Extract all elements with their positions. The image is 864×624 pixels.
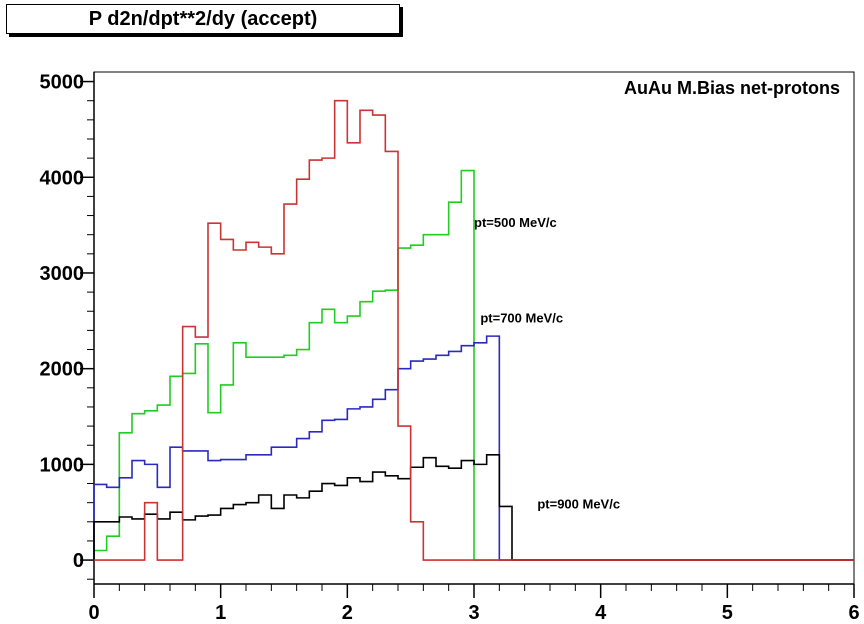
axis-ticks <box>80 80 855 598</box>
x-tick-label: 2 <box>342 602 353 624</box>
y-tick-label: 5000 <box>40 72 85 94</box>
x-tick-label: 3 <box>468 602 479 624</box>
y-tick-label: 0 <box>73 550 84 572</box>
series-label-2: pt=900 MeV/c <box>537 496 620 511</box>
histogram-title: P d2n/dpt**2/dy (accept) <box>88 8 318 30</box>
plot-label: AuAu M.Bias net-protons <box>624 78 840 98</box>
x-tick-label: 5 <box>722 602 733 624</box>
series-label-1: pt=700 MeV/c <box>480 311 563 326</box>
series-group <box>93 99 854 561</box>
x-tick-label: 0 <box>88 602 99 624</box>
series-label-0: pt=500 MeV/c <box>474 215 557 230</box>
x-tick-label: 6 <box>848 602 859 624</box>
y-tick-label: 3000 <box>40 263 85 285</box>
y-tick-label: 1000 <box>40 454 85 476</box>
y-tick-label: 2000 <box>40 359 85 381</box>
tick-labels: 0 1 2 3 4 5 6 0 1000 2000 3000 4000 5000 pt=500 MeV/c… <box>40 72 860 624</box>
histogram-title-box: P d2n/dpt**2/dy (accept) <box>6 4 400 34</box>
x-tick-label: 4 <box>595 602 607 624</box>
x-tick-label: 1 <box>215 602 226 624</box>
histogram-series-3 <box>94 99 854 561</box>
y-tick-label: 4000 <box>40 167 85 189</box>
